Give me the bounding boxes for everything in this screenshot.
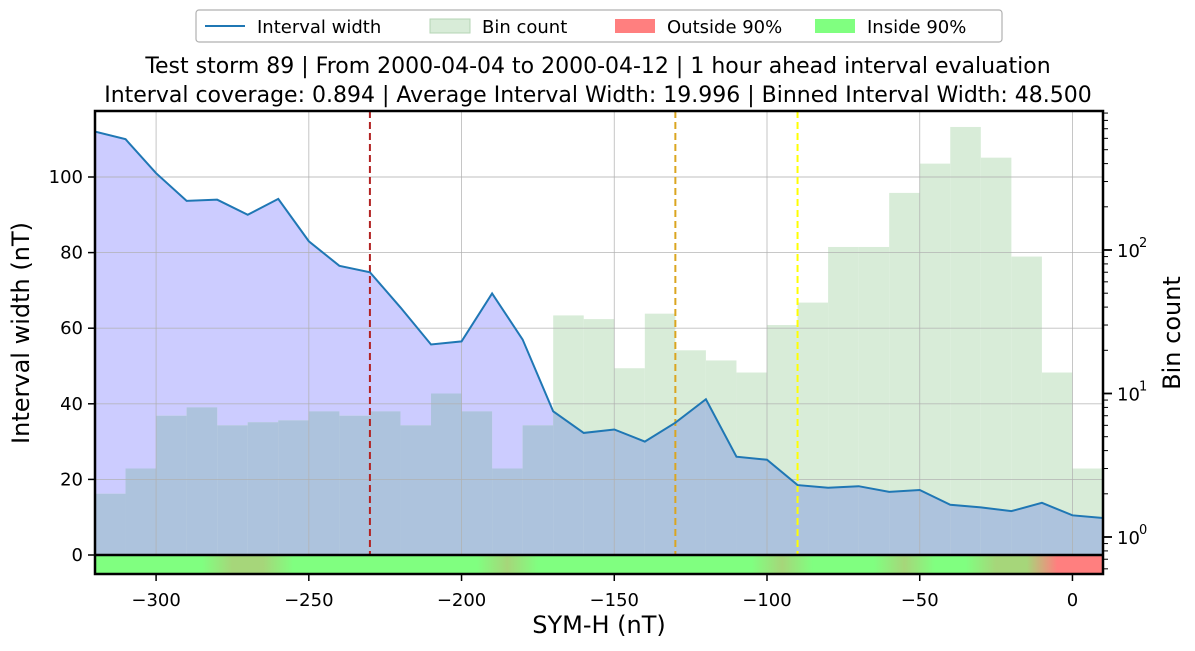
x-axis: −300 −250 −200 −150 −100 −50 0 — [131, 574, 1078, 611]
plot-area — [95, 111, 1103, 574]
y-left-tick-label: 40 — [60, 394, 83, 415]
y-right-tick-label: 10 — [1117, 385, 1140, 406]
bin-overlap — [981, 507, 1012, 555]
y-axis-right-label: Bin count — [1158, 276, 1186, 390]
bin-overlap — [462, 411, 493, 555]
x-tick-label: −200 — [437, 590, 486, 611]
bin-overlap — [736, 457, 767, 555]
bin-overlap — [523, 425, 554, 555]
bin-overlap — [400, 425, 431, 555]
y-left-tick-label: 0 — [72, 545, 83, 566]
bin-overlap — [217, 425, 248, 555]
bin-overlap — [248, 422, 279, 555]
bin-overlap — [187, 407, 218, 555]
bin-overlap — [339, 416, 370, 555]
bin-overlap — [614, 430, 645, 555]
y-left-tick-label: 60 — [60, 318, 83, 339]
bin-overlap — [309, 411, 340, 555]
bin-overlap — [95, 494, 126, 555]
chart-title-line-2: Interval coverage: 0.894 | Average Inter… — [104, 83, 1092, 108]
y-right-tick-label: 10 — [1117, 528, 1140, 549]
legend-label: Inside 90% — [867, 17, 966, 38]
legend: Interval width Bin count Outside 90% Inside… — [196, 10, 1002, 42]
legend-swatch — [615, 19, 655, 33]
x-tick-label: −300 — [131, 590, 180, 611]
x-axis-label: SYM-H (nT) — [532, 611, 666, 639]
y-left-tick-label: 20 — [60, 469, 83, 490]
x-tick-label: 0 — [1067, 590, 1078, 611]
x-tick-label: −250 — [284, 590, 333, 611]
y-right-tick-exponent: 0 — [1139, 523, 1147, 538]
coverage-strip — [95, 555, 1103, 574]
bin-overlap — [553, 411, 584, 555]
bin-overlap — [798, 485, 829, 555]
bin-overlap — [859, 486, 890, 555]
x-tick-label: −100 — [742, 590, 791, 611]
legend-label: Outside 90% — [667, 17, 782, 38]
y-axis-left-label: Interval width (nT) — [7, 222, 35, 444]
y-left-tick-label: 100 — [49, 167, 83, 188]
bin-overlap — [156, 416, 187, 555]
bin-overlap — [889, 490, 920, 555]
bin-overlap — [126, 469, 157, 555]
x-tick-label: −50 — [901, 590, 939, 611]
bin-bar — [981, 158, 1012, 555]
bin-overlap — [584, 430, 615, 555]
bin-overlap — [828, 486, 859, 555]
x-tick-label: −150 — [590, 590, 639, 611]
legend-swatch — [430, 19, 470, 33]
bin-overlap — [645, 423, 676, 555]
legend-label: Interval width — [257, 17, 381, 38]
chart-title-line-1: Test storm 89 | From 2000-04-04 to 2000-… — [144, 54, 1050, 79]
bin-overlap — [950, 505, 981, 555]
y-axis-left: 0 20 40 60 80 100 — [49, 167, 95, 566]
bin-overlap — [370, 411, 401, 555]
bin-overlap — [492, 469, 523, 555]
y-right-tick-exponent: 2 — [1139, 236, 1147, 251]
legend-swatch — [815, 19, 855, 33]
y-right-tick-label: 10 — [1117, 241, 1140, 262]
legend-label: Bin count — [482, 17, 567, 38]
bin-overlap — [278, 420, 309, 555]
bin-overlap — [431, 394, 462, 556]
bin-overlap — [1072, 515, 1103, 555]
y-left-tick-label: 80 — [60, 243, 83, 264]
bin-bar — [950, 127, 981, 555]
y-right-tick-exponent: 1 — [1139, 380, 1147, 395]
bin-overlap — [675, 399, 706, 555]
coverage-strip-bar — [95, 555, 1103, 574]
